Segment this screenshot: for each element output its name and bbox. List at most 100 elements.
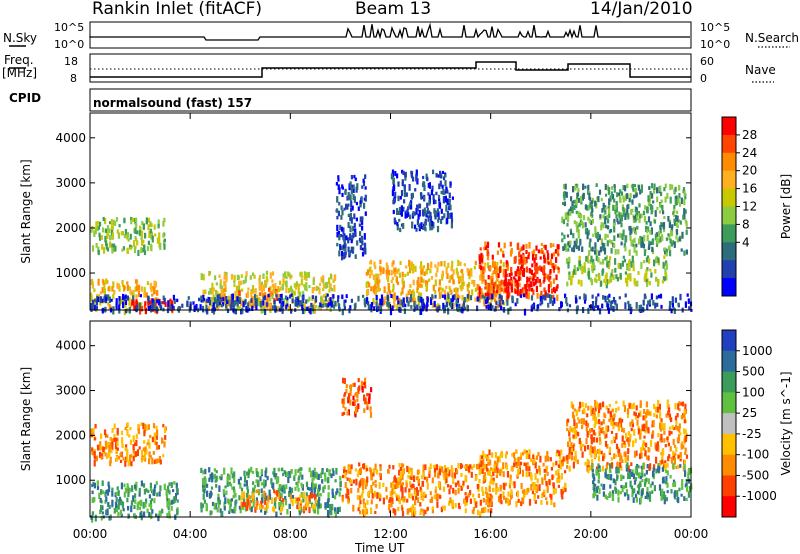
range-gate-cell: [584, 222, 587, 228]
range-gate-cell: [683, 198, 686, 206]
range-gate-cell: [279, 294, 282, 298]
range-gate-cell: [208, 493, 211, 499]
range-gate-cell: [684, 447, 687, 453]
range-gate-cell: [223, 288, 226, 293]
range-gate-cell: [445, 468, 448, 476]
range-gate-cell: [446, 190, 449, 194]
range-gate-cell: [92, 432, 95, 436]
range-gate-cell: [604, 257, 607, 261]
range-gate-cell: [358, 482, 361, 488]
range-gate-cell: [133, 218, 136, 222]
range-gate-cell: [316, 286, 320, 291]
range-gate-cell: [173, 496, 176, 503]
range-gate-cell: [140, 458, 143, 463]
range-gate-cell: [525, 452, 529, 459]
range-gate-cell: [613, 218, 616, 226]
range-gate-cell: [363, 233, 366, 240]
range-gate-cell: [609, 484, 612, 489]
range-gate-cell: [574, 295, 577, 300]
range-gate-cell: [594, 301, 598, 308]
range-gate-cell: [467, 290, 470, 297]
range-gate-cell: [417, 295, 420, 301]
range-gate-cell: [91, 447, 94, 453]
range-gate-cell: [544, 290, 547, 297]
range-gate-cell: [647, 427, 650, 434]
range-gate-cell: [641, 424, 644, 432]
range-gate-cell: [517, 266, 520, 272]
range-gate-cell: [594, 483, 597, 487]
range-gate-cell: [615, 400, 618, 404]
range-gate-cell: [513, 457, 516, 463]
range-gate-cell: [552, 278, 555, 284]
range-gate-cell: [456, 289, 459, 296]
range-gate-cell: [579, 238, 582, 246]
range-gate-cell: [134, 451, 137, 457]
range-gate-cell: [562, 192, 566, 198]
range-gate-cell: [675, 195, 678, 199]
range-gate-cell: [122, 301, 125, 309]
range-gate-cell: [349, 399, 352, 406]
range-gate-cell: [506, 290, 509, 295]
range-gate-cell: [364, 507, 368, 512]
range-gate-cell: [343, 306, 346, 311]
range-gate-cell: [353, 222, 356, 228]
range-gate-cell: [250, 291, 253, 297]
range-gate-cell: [487, 456, 490, 462]
range-gate-cell: [490, 285, 493, 291]
range-gate-cell: [616, 192, 619, 198]
range-gate-cell: [410, 467, 413, 472]
range-gate-cell: [631, 208, 634, 213]
range-gate-cell: [633, 184, 636, 188]
range-gate-cell: [314, 304, 317, 309]
range-gate-cell: [143, 489, 146, 495]
range-gate-cell: [672, 456, 675, 461]
range-gate-cell: [631, 422, 635, 428]
range-gate-cell: [134, 493, 137, 499]
range-gate-cell: [274, 473, 277, 480]
range-gate-cell: [285, 276, 288, 280]
range-gate-cell: [228, 475, 231, 481]
range-gate-cell: [469, 490, 472, 496]
range-gate-cell: [431, 506, 434, 510]
range-gate-cell: [370, 499, 373, 505]
range-gate-cell: [119, 452, 122, 457]
range-gate-cell: [398, 272, 401, 278]
range-gate-cell: [653, 413, 656, 417]
range-gate-cell: [282, 301, 285, 307]
range-gate-cell: [526, 276, 529, 283]
range-gate-cell: [252, 488, 255, 493]
range-gate-cell: [343, 392, 347, 396]
range-gate-cell: [605, 428, 608, 434]
range-gate-cell: [374, 511, 377, 514]
range-gate-cell: [448, 501, 451, 506]
range-gate-cell: [274, 497, 277, 502]
range-gate-cell: [525, 488, 529, 495]
range-gate-cell: [154, 308, 157, 313]
range-gate-cell: [95, 221, 98, 229]
range-gate-cell: [652, 430, 655, 436]
range-gate-cell: [148, 231, 151, 238]
range-gate-cell: [117, 503, 120, 510]
range-gate-cell: [356, 398, 359, 402]
range-gate-cell: [637, 185, 640, 191]
range-gate-cell: [145, 448, 148, 455]
range-gate-cell: [123, 483, 126, 488]
range-gate-cell: [464, 465, 467, 469]
range-gate-cell: [341, 412, 344, 416]
range-gate-cell: [93, 288, 96, 293]
range-gate-cell: [303, 308, 306, 314]
range-gate-cell: [505, 282, 508, 288]
range-gate-cell: [95, 299, 98, 305]
range-gate-cell: [171, 300, 174, 306]
y-axis-title: Slant Range [km]: [19, 159, 33, 263]
range-gate-cell: [102, 446, 105, 453]
range-gate-cell: [617, 467, 620, 474]
range-gate-cell: [672, 438, 675, 445]
range-gate-cell: [642, 210, 646, 216]
range-gate-cell: [339, 224, 342, 230]
range-gate-cell: [574, 184, 577, 191]
range-gate-cell: [321, 479, 324, 484]
range-gate-cell: [297, 487, 300, 492]
range-gate-cell: [577, 197, 581, 203]
range-gate-cell: [259, 476, 262, 482]
